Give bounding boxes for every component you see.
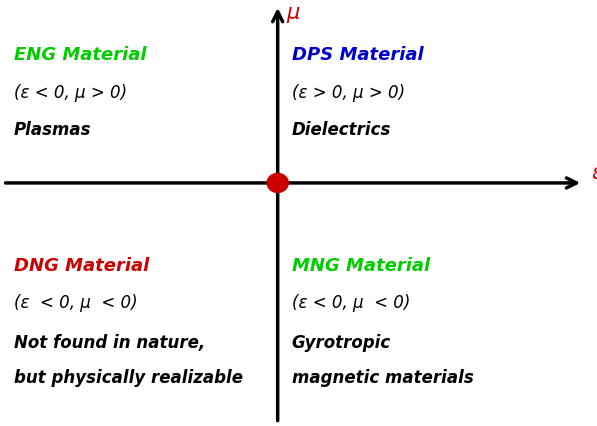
Text: (ε < 0, μ > 0): (ε < 0, μ > 0) bbox=[14, 84, 127, 102]
Text: Plasmas: Plasmas bbox=[14, 121, 91, 139]
Circle shape bbox=[267, 173, 288, 193]
Text: DNG Material: DNG Material bbox=[14, 256, 149, 275]
Text: (ε > 0, μ > 0): (ε > 0, μ > 0) bbox=[291, 84, 405, 102]
Text: MNG Material: MNG Material bbox=[291, 256, 430, 275]
Text: ε: ε bbox=[592, 163, 597, 183]
Text: magnetic materials: magnetic materials bbox=[291, 369, 473, 387]
Text: (ε < 0, μ  < 0): (ε < 0, μ < 0) bbox=[291, 294, 410, 312]
Text: (ε  < 0, μ  < 0): (ε < 0, μ < 0) bbox=[14, 294, 137, 312]
Text: Gyrotropic: Gyrotropic bbox=[291, 334, 391, 352]
Text: Dielectrics: Dielectrics bbox=[291, 121, 391, 139]
Text: but physically realizable: but physically realizable bbox=[14, 369, 243, 387]
Text: DPS Material: DPS Material bbox=[291, 46, 423, 64]
Text: μ: μ bbox=[286, 3, 299, 23]
Text: ENG Material: ENG Material bbox=[14, 46, 146, 64]
Text: Not found in nature,: Not found in nature, bbox=[14, 334, 205, 352]
